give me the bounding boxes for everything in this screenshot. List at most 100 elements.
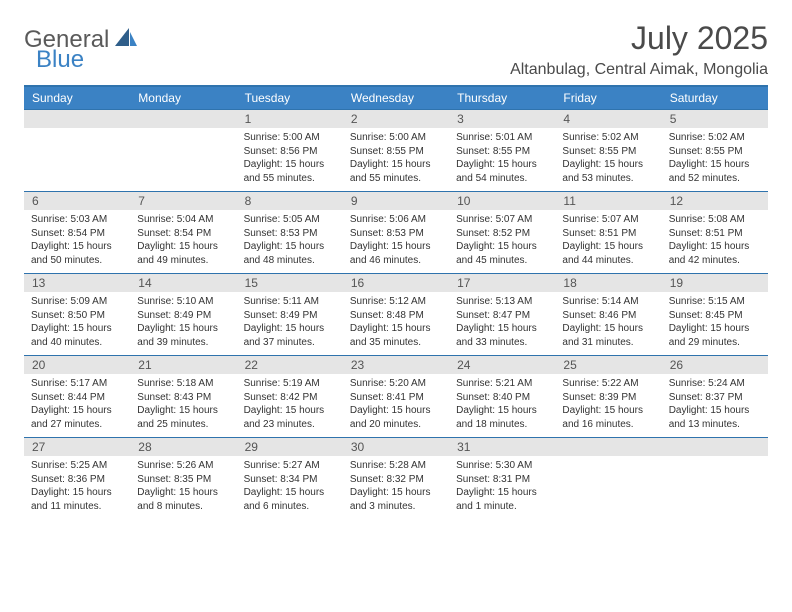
day-number <box>130 110 236 128</box>
day-data: Sunrise: 5:21 AMSunset: 8:40 PMDaylight:… <box>449 374 555 437</box>
day-cell: 30Sunrise: 5:28 AMSunset: 8:32 PMDayligh… <box>343 438 449 519</box>
day-cell <box>662 438 768 519</box>
sunset-text: Sunset: 8:56 PM <box>244 145 336 159</box>
daylight-text: Daylight: 15 hours and 37 minutes. <box>244 322 336 349</box>
day-cell: 10Sunrise: 5:07 AMSunset: 8:52 PMDayligh… <box>449 192 555 273</box>
sunset-text: Sunset: 8:54 PM <box>137 227 229 241</box>
daylight-text: Daylight: 15 hours and 33 minutes. <box>456 322 548 349</box>
sunrise-text: Sunrise: 5:02 AM <box>669 131 761 145</box>
daylight-text: Daylight: 15 hours and 45 minutes. <box>456 240 548 267</box>
day-data: Sunrise: 5:07 AMSunset: 8:52 PMDaylight:… <box>449 210 555 273</box>
calendar: Sunday Monday Tuesday Wednesday Thursday… <box>24 85 768 519</box>
day-data: Sunrise: 5:26 AMSunset: 8:35 PMDaylight:… <box>130 456 236 519</box>
day-data: Sunrise: 5:00 AMSunset: 8:55 PMDaylight:… <box>343 128 449 191</box>
day-number: 13 <box>24 274 130 292</box>
day-cell: 29Sunrise: 5:27 AMSunset: 8:34 PMDayligh… <box>237 438 343 519</box>
day-number: 2 <box>343 110 449 128</box>
daylight-text: Daylight: 15 hours and 20 minutes. <box>350 404 442 431</box>
day-cell: 15Sunrise: 5:11 AMSunset: 8:49 PMDayligh… <box>237 274 343 355</box>
daylight-text: Daylight: 15 hours and 53 minutes. <box>562 158 654 185</box>
sunset-text: Sunset: 8:35 PM <box>137 473 229 487</box>
week-row: 1Sunrise: 5:00 AMSunset: 8:56 PMDaylight… <box>24 109 768 191</box>
day-number: 14 <box>130 274 236 292</box>
brand-name-part2: Blue <box>36 46 84 73</box>
day-number: 26 <box>662 356 768 374</box>
day-cell: 11Sunrise: 5:07 AMSunset: 8:51 PMDayligh… <box>555 192 661 273</box>
sunrise-text: Sunrise: 5:26 AM <box>137 459 229 473</box>
day-data: Sunrise: 5:12 AMSunset: 8:48 PMDaylight:… <box>343 292 449 355</box>
day-number: 19 <box>662 274 768 292</box>
day-cell: 13Sunrise: 5:09 AMSunset: 8:50 PMDayligh… <box>24 274 130 355</box>
day-number <box>24 110 130 128</box>
day-data: Sunrise: 5:03 AMSunset: 8:54 PMDaylight:… <box>24 210 130 273</box>
day-data: Sunrise: 5:28 AMSunset: 8:32 PMDaylight:… <box>343 456 449 519</box>
daylight-text: Daylight: 15 hours and 31 minutes. <box>562 322 654 349</box>
daylight-text: Daylight: 15 hours and 23 minutes. <box>244 404 336 431</box>
sunset-text: Sunset: 8:54 PM <box>31 227 123 241</box>
day-data: Sunrise: 5:00 AMSunset: 8:56 PMDaylight:… <box>237 128 343 191</box>
daylight-text: Daylight: 15 hours and 35 minutes. <box>350 322 442 349</box>
day-header-sun: Sunday <box>24 87 130 109</box>
sunset-text: Sunset: 8:55 PM <box>456 145 548 159</box>
sunrise-text: Sunrise: 5:13 AM <box>456 295 548 309</box>
sunset-text: Sunset: 8:49 PM <box>244 309 336 323</box>
daylight-text: Daylight: 15 hours and 48 minutes. <box>244 240 336 267</box>
day-number: 15 <box>237 274 343 292</box>
sunset-text: Sunset: 8:55 PM <box>669 145 761 159</box>
sunrise-text: Sunrise: 5:20 AM <box>350 377 442 391</box>
day-number: 18 <box>555 274 661 292</box>
day-number: 17 <box>449 274 555 292</box>
sunrise-text: Sunrise: 5:21 AM <box>456 377 548 391</box>
sunset-text: Sunset: 8:41 PM <box>350 391 442 405</box>
sunset-text: Sunset: 8:51 PM <box>562 227 654 241</box>
day-data: Sunrise: 5:05 AMSunset: 8:53 PMDaylight:… <box>237 210 343 273</box>
month-title: July 2025 <box>510 20 768 57</box>
sunset-text: Sunset: 8:55 PM <box>562 145 654 159</box>
sunset-text: Sunset: 8:34 PM <box>244 473 336 487</box>
day-cell: 27Sunrise: 5:25 AMSunset: 8:36 PMDayligh… <box>24 438 130 519</box>
day-number: 24 <box>449 356 555 374</box>
brand-sail-icon <box>115 28 137 53</box>
sunrise-text: Sunrise: 5:28 AM <box>350 459 442 473</box>
day-number: 23 <box>343 356 449 374</box>
day-number: 7 <box>130 192 236 210</box>
day-number: 8 <box>237 192 343 210</box>
day-number: 28 <box>130 438 236 456</box>
day-number: 6 <box>24 192 130 210</box>
day-cell: 4Sunrise: 5:02 AMSunset: 8:55 PMDaylight… <box>555 110 661 191</box>
day-data: Sunrise: 5:14 AMSunset: 8:46 PMDaylight:… <box>555 292 661 355</box>
day-cell: 22Sunrise: 5:19 AMSunset: 8:42 PMDayligh… <box>237 356 343 437</box>
day-cell: 31Sunrise: 5:30 AMSunset: 8:31 PMDayligh… <box>449 438 555 519</box>
day-cell: 8Sunrise: 5:05 AMSunset: 8:53 PMDaylight… <box>237 192 343 273</box>
day-data: Sunrise: 5:02 AMSunset: 8:55 PMDaylight:… <box>555 128 661 191</box>
sunrise-text: Sunrise: 5:14 AM <box>562 295 654 309</box>
sunrise-text: Sunrise: 5:15 AM <box>669 295 761 309</box>
sunrise-text: Sunrise: 5:17 AM <box>31 377 123 391</box>
day-data: Sunrise: 5:22 AMSunset: 8:39 PMDaylight:… <box>555 374 661 437</box>
header: General Blue July 2025 Altanbulag, Centr… <box>24 20 768 79</box>
brand-logo: General Blue <box>24 26 137 54</box>
day-data: Sunrise: 5:10 AMSunset: 8:49 PMDaylight:… <box>130 292 236 355</box>
day-data: Sunrise: 5:24 AMSunset: 8:37 PMDaylight:… <box>662 374 768 437</box>
day-number: 27 <box>24 438 130 456</box>
day-data: Sunrise: 5:06 AMSunset: 8:53 PMDaylight:… <box>343 210 449 273</box>
day-cell: 26Sunrise: 5:24 AMSunset: 8:37 PMDayligh… <box>662 356 768 437</box>
day-number: 12 <box>662 192 768 210</box>
day-cell: 6Sunrise: 5:03 AMSunset: 8:54 PMDaylight… <box>24 192 130 273</box>
day-cell: 20Sunrise: 5:17 AMSunset: 8:44 PMDayligh… <box>24 356 130 437</box>
week-row: 13Sunrise: 5:09 AMSunset: 8:50 PMDayligh… <box>24 273 768 355</box>
sunrise-text: Sunrise: 5:00 AM <box>350 131 442 145</box>
sunset-text: Sunset: 8:45 PM <box>669 309 761 323</box>
sunrise-text: Sunrise: 5:19 AM <box>244 377 336 391</box>
sunrise-text: Sunrise: 5:24 AM <box>669 377 761 391</box>
sunset-text: Sunset: 8:36 PM <box>31 473 123 487</box>
sunset-text: Sunset: 8:39 PM <box>562 391 654 405</box>
day-cell: 28Sunrise: 5:26 AMSunset: 8:35 PMDayligh… <box>130 438 236 519</box>
day-number <box>662 438 768 456</box>
sunset-text: Sunset: 8:50 PM <box>31 309 123 323</box>
daylight-text: Daylight: 15 hours and 27 minutes. <box>31 404 123 431</box>
day-data: Sunrise: 5:17 AMSunset: 8:44 PMDaylight:… <box>24 374 130 437</box>
day-cell: 14Sunrise: 5:10 AMSunset: 8:49 PMDayligh… <box>130 274 236 355</box>
day-number <box>555 438 661 456</box>
day-header-wed: Wednesday <box>343 87 449 109</box>
